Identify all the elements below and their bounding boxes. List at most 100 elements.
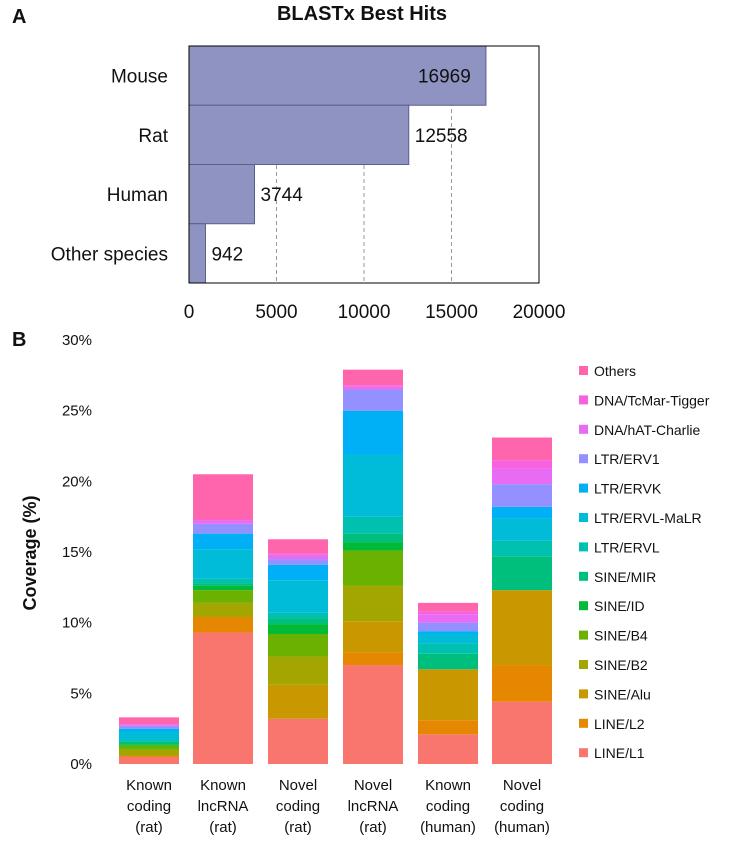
panel-a-chart: A BLASTx Best Hits Mouse Rat Human Other sp… bbox=[12, 3, 566, 320]
x-category-line: Novel bbox=[354, 777, 392, 794]
segment-dna-tcmar-tigger bbox=[193, 519, 253, 521]
legend-swatch-ltr-ervl-malr bbox=[579, 513, 588, 522]
y-tick-5: 5% bbox=[70, 685, 92, 702]
y-axis-label: Coverage (%) bbox=[20, 495, 40, 610]
legend-label-dna-tcmar-tigger: DNA/TcMar-Tigger bbox=[594, 392, 710, 408]
legend-label-ltr-ervl-malr: LTR/ERVL-MaLR bbox=[594, 510, 702, 526]
segment-sine-b2 bbox=[268, 656, 328, 685]
x-category-line: (rat) bbox=[209, 819, 237, 836]
x-tick-5000: 5000 bbox=[255, 302, 297, 320]
segment-dna-hat-charlie bbox=[193, 520, 253, 524]
segment-sine-id bbox=[268, 624, 328, 634]
segment-dna-tcmar-tigger bbox=[418, 611, 478, 615]
x-category-line: Known bbox=[200, 777, 246, 794]
segment-others bbox=[193, 474, 253, 520]
x-tick-15000: 15000 bbox=[425, 302, 478, 320]
category-label-rat: Rat bbox=[138, 126, 168, 147]
segment-sine-alu bbox=[343, 621, 403, 653]
bar-known-lncrna-rat bbox=[193, 474, 253, 764]
segment-ltr-ervl-malr bbox=[119, 731, 179, 740]
x-tick-10000: 10000 bbox=[338, 302, 391, 320]
segment-line-l1 bbox=[343, 665, 403, 764]
x-category-line: (rat) bbox=[359, 819, 387, 836]
value-label-rat: 12558 bbox=[415, 126, 468, 147]
segment-sine-mir bbox=[492, 556, 552, 591]
y-tick-25: 25% bbox=[62, 403, 92, 420]
segment-ltr-ervl bbox=[193, 578, 253, 584]
bar-other-species bbox=[188, 223, 206, 284]
x-category-line: Known bbox=[126, 777, 172, 794]
y-tick-labels: 0% 5% 10% 15% 20% 25% 30% bbox=[62, 332, 92, 773]
segment-ltr-ervk bbox=[268, 564, 328, 581]
segment-ltr-erv1 bbox=[343, 389, 403, 411]
segment-line-l1 bbox=[492, 701, 552, 764]
legend-swatch-sine-alu bbox=[579, 689, 588, 699]
x-tick-0: 0 bbox=[184, 302, 195, 320]
legend-label-sine-b4: SINE/B4 bbox=[594, 628, 648, 644]
bar-known-coding-human bbox=[418, 602, 478, 764]
segment-dna-hat-charlie bbox=[343, 386, 403, 390]
legend-swatch-others bbox=[579, 366, 588, 375]
segment-dna-hat-charlie bbox=[119, 724, 179, 726]
segment-sine-mir bbox=[268, 618, 328, 625]
segment-sine-mir bbox=[119, 741, 179, 745]
value-label-other-species: 942 bbox=[211, 244, 243, 265]
segment-line-l1 bbox=[193, 632, 253, 764]
x-category-line: (rat) bbox=[284, 819, 312, 836]
y-tick-10: 10% bbox=[62, 615, 92, 632]
plot-frame bbox=[188, 45, 540, 284]
category-label-mouse: Mouse bbox=[111, 67, 168, 88]
segment-line-l2 bbox=[119, 755, 179, 757]
segment-sine-mir bbox=[418, 653, 478, 670]
x-tick-labels: 0 5000 10000 15000 20000 bbox=[184, 302, 566, 320]
legend-label-sine-b2: SINE/B2 bbox=[594, 657, 648, 673]
y-tick-30: 30% bbox=[62, 332, 92, 349]
legend-swatch-sine-mir bbox=[579, 571, 588, 581]
segment-ltr-ervl-malr bbox=[418, 633, 478, 644]
x-category-line: coding bbox=[127, 798, 171, 815]
legend-label-sine-alu: SINE/Alu bbox=[594, 686, 651, 702]
segment-sine-b2 bbox=[193, 602, 253, 618]
segment-others bbox=[492, 437, 552, 461]
segment-ltr-ervl-malr bbox=[268, 580, 328, 613]
value-labels: 16969 12558 3744 942 bbox=[211, 67, 470, 266]
x-category-labels: Known coding (rat) Known lncRNA (rat) Novel cod… bbox=[126, 777, 550, 836]
panel-b-letter: B bbox=[12, 329, 26, 351]
segment-line-l1 bbox=[119, 756, 179, 764]
segment-line-l2 bbox=[418, 720, 478, 735]
segment-ltr-erv1 bbox=[418, 622, 478, 632]
stacked-bars bbox=[119, 369, 552, 764]
legend-label-line-l2: LINE/L2 bbox=[594, 716, 645, 732]
segment-line-l2 bbox=[492, 665, 552, 702]
segment-others bbox=[268, 539, 328, 554]
x-category-line: coding bbox=[500, 798, 544, 815]
legend-swatch-ltr-ervk bbox=[579, 483, 588, 493]
segment-line-l1 bbox=[268, 718, 328, 764]
segment-others bbox=[343, 369, 403, 386]
segment-ltr-erv1 bbox=[119, 725, 179, 729]
legend-swatch-dna-hat-charlie bbox=[579, 424, 588, 434]
segment-line-l2 bbox=[193, 617, 253, 633]
segment-ltr-erv1 bbox=[193, 523, 253, 534]
segment-dna-tcmar-tigger bbox=[492, 460, 552, 469]
bar-human bbox=[188, 164, 256, 225]
y-tick-20: 20% bbox=[62, 473, 92, 490]
segment-ltr-ervl-malr bbox=[193, 549, 253, 579]
segment-sine-b2 bbox=[343, 585, 403, 622]
segment-dna-tcmar-tigger bbox=[268, 553, 328, 555]
bar-novel-coding-human bbox=[492, 437, 552, 764]
segment-ltr-erv1 bbox=[492, 484, 552, 507]
segment-sine-b4 bbox=[193, 590, 253, 603]
bar-known-coding-rat bbox=[119, 717, 179, 764]
segment-sine-id bbox=[119, 744, 179, 746]
x-category-line: Novel bbox=[279, 777, 317, 794]
legend-swatch-line-l1 bbox=[579, 748, 588, 758]
legend-label-ltr-ervl: LTR/ERVL bbox=[594, 539, 660, 555]
grid-lines bbox=[276, 46, 452, 283]
segment-dna-hat-charlie bbox=[492, 468, 552, 485]
segment-dna-tcmar-tigger bbox=[343, 385, 403, 387]
legend-label-ltr-ervk: LTR/ERVK bbox=[594, 481, 662, 497]
segment-sine-id bbox=[343, 542, 403, 551]
legend-swatch-sine-id bbox=[579, 601, 588, 611]
